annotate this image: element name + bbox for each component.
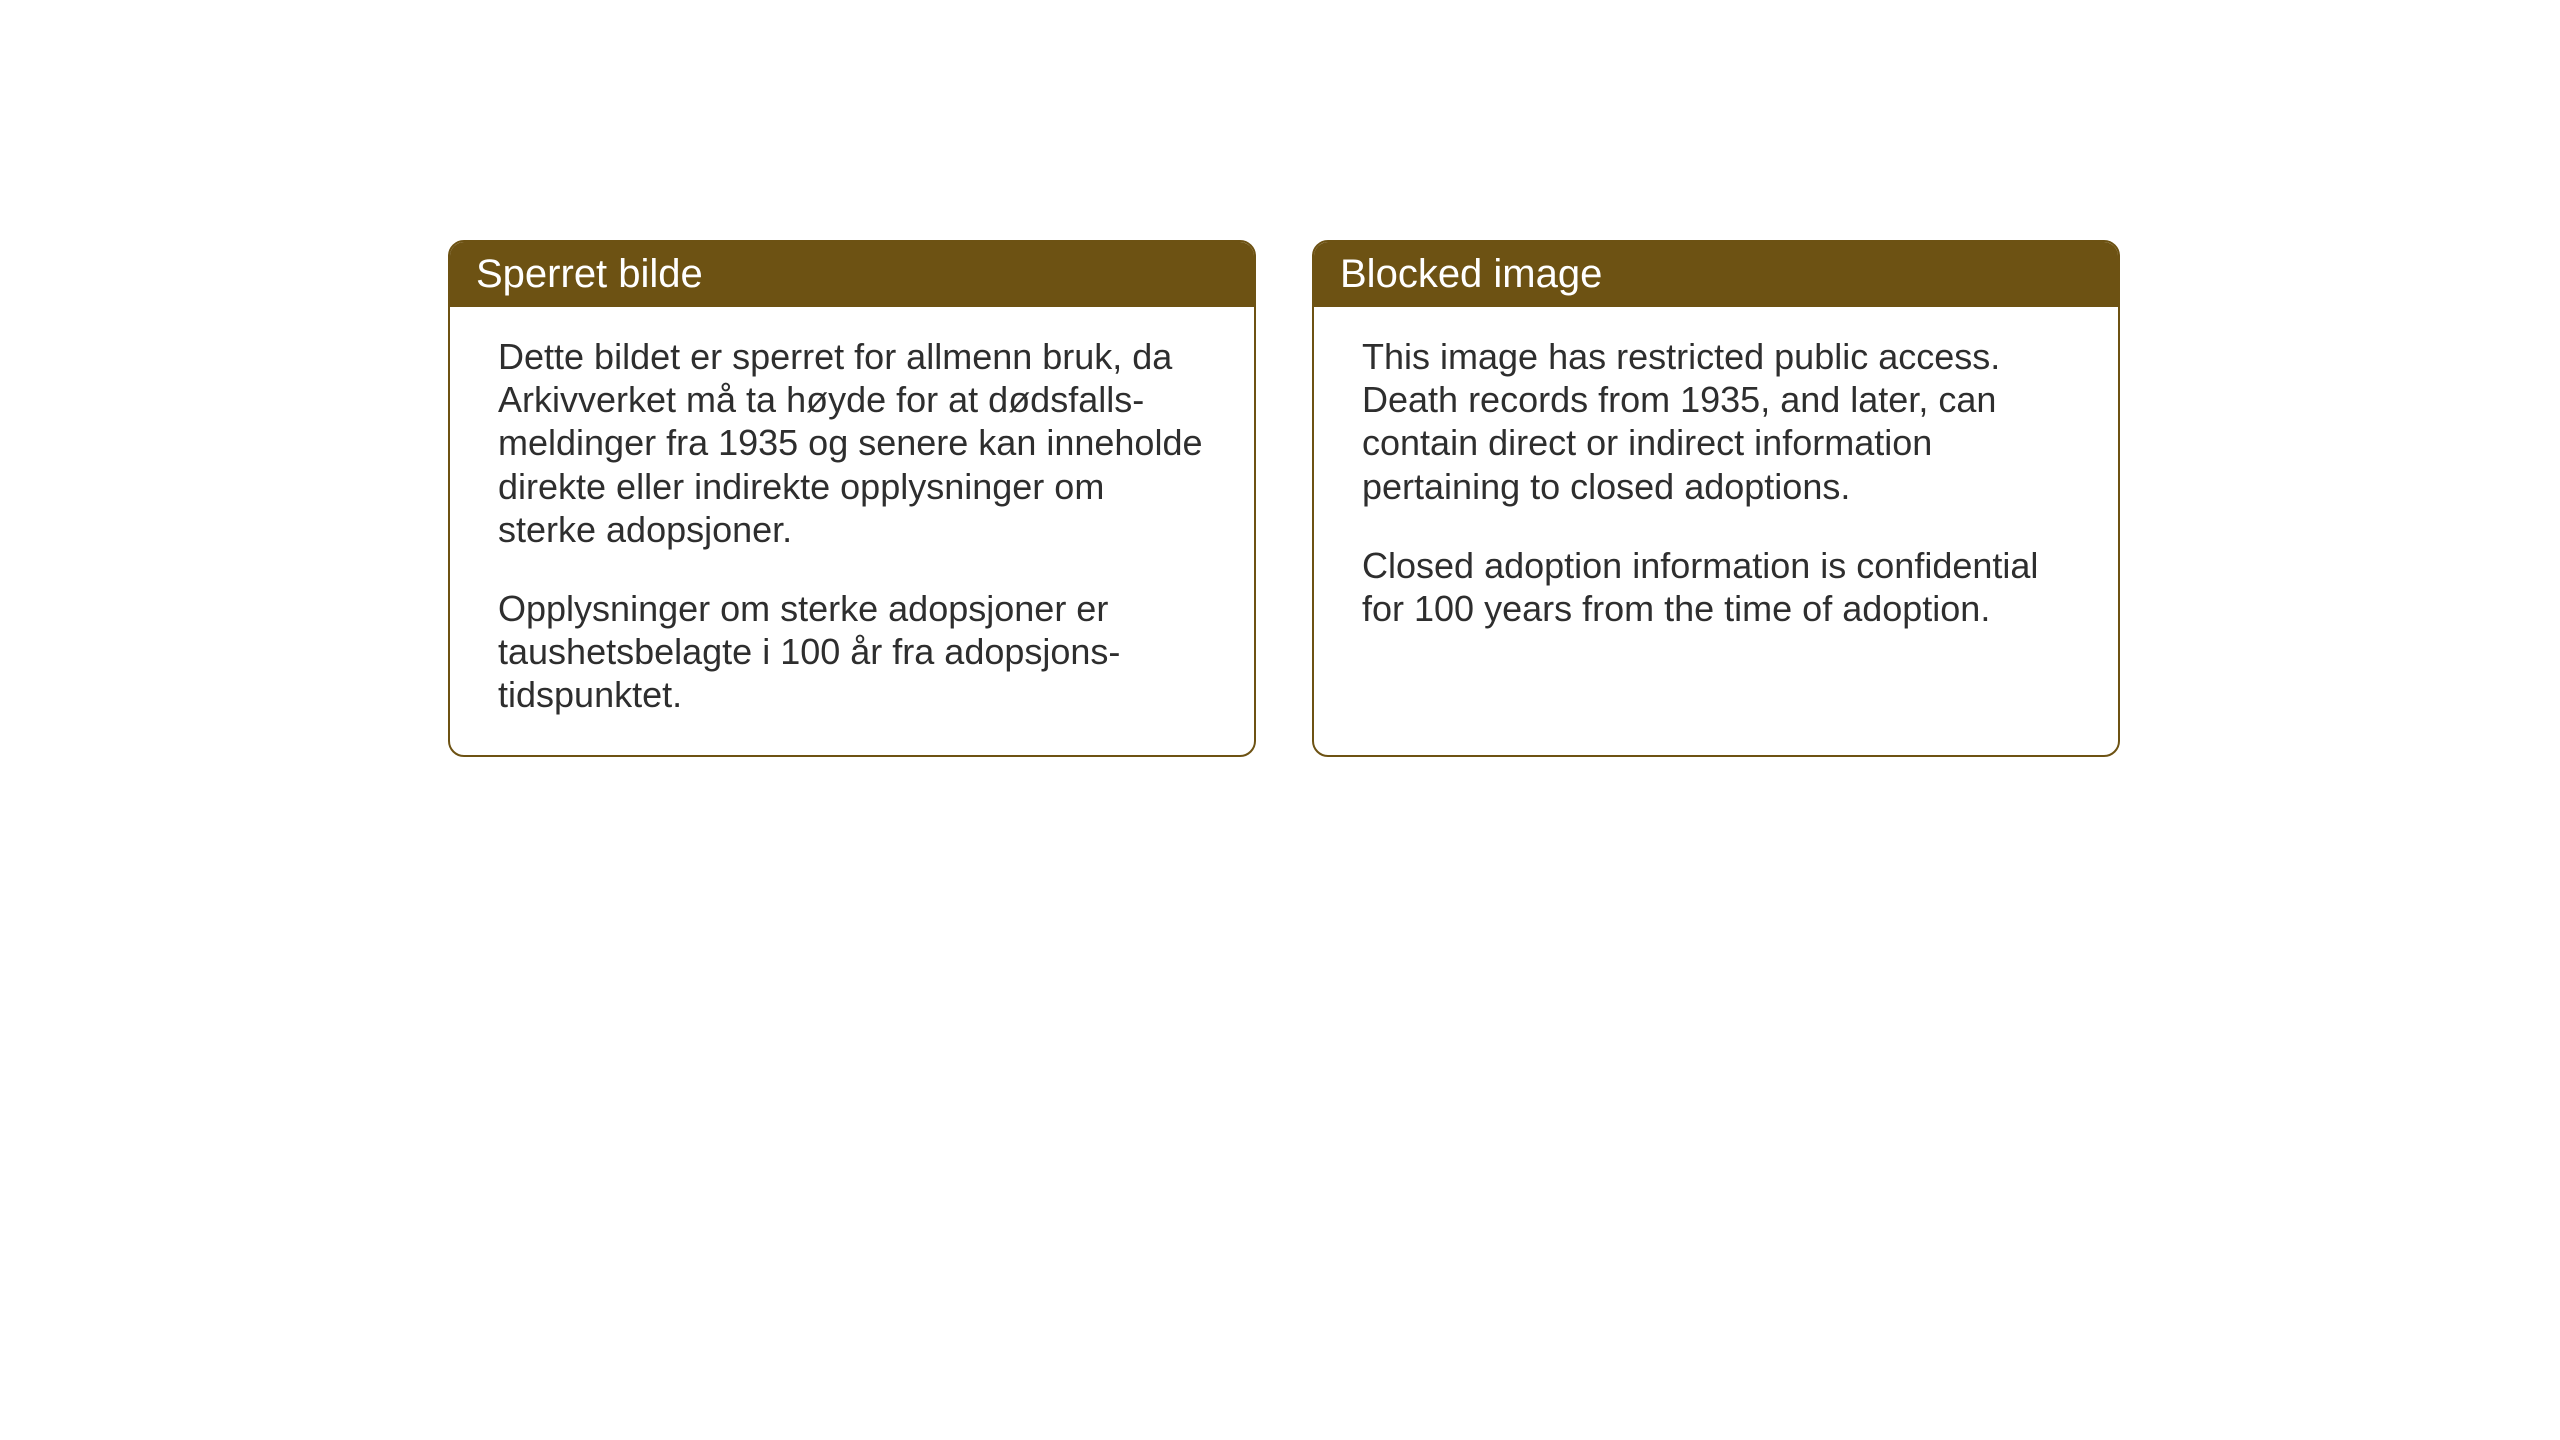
english-card-header: Blocked image bbox=[1314, 242, 2118, 307]
norwegian-paragraph-2: Opplysninger om sterke adopsjoner er tau… bbox=[498, 587, 1206, 717]
english-paragraph-2: Closed adoption information is confident… bbox=[1362, 544, 2070, 630]
norwegian-card: Sperret bilde Dette bildet er sperret fo… bbox=[448, 240, 1256, 757]
english-card-title: Blocked image bbox=[1340, 252, 1602, 296]
norwegian-card-header: Sperret bilde bbox=[450, 242, 1254, 307]
norwegian-card-title: Sperret bilde bbox=[476, 252, 703, 296]
english-card-body: This image has restricted public access.… bbox=[1314, 307, 2118, 712]
cards-container: Sperret bilde Dette bildet er sperret fo… bbox=[448, 240, 2120, 757]
norwegian-paragraph-1: Dette bildet er sperret for allmenn bruk… bbox=[498, 335, 1206, 551]
english-card: Blocked image This image has restricted … bbox=[1312, 240, 2120, 757]
english-paragraph-1: This image has restricted public access.… bbox=[1362, 335, 2070, 508]
norwegian-card-body: Dette bildet er sperret for allmenn bruk… bbox=[450, 307, 1254, 755]
